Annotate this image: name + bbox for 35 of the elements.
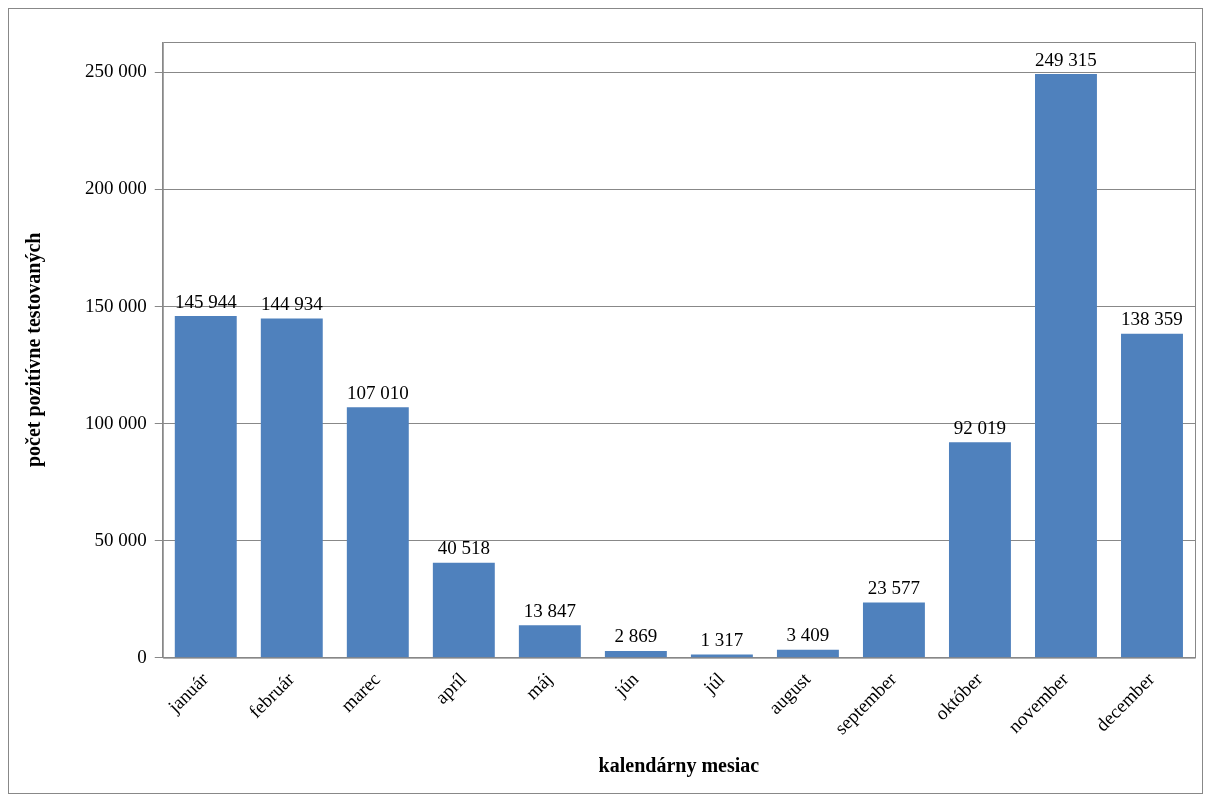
bar (346, 407, 409, 658)
bar (776, 649, 839, 658)
x-tick-label: apríl (430, 668, 471, 708)
x-tick-label: máj (521, 668, 557, 704)
data-label: 2 869 (614, 625, 658, 647)
data-label: 138 359 (1121, 308, 1183, 330)
data-label: 13 847 (523, 599, 576, 621)
x-tick-label: júl (698, 668, 729, 698)
y-tick-label: 0 (137, 645, 147, 667)
y-tick-label: 50 000 (94, 528, 147, 550)
data-label: 92 019 (953, 416, 1007, 438)
bar (1035, 74, 1097, 658)
data-label: 23 577 (867, 576, 921, 598)
data-label: 107 010 (346, 381, 409, 403)
y-tick-label: 250 000 (85, 60, 147, 82)
bar (948, 442, 1011, 658)
bar (1121, 333, 1183, 658)
data-label: 144 934 (260, 292, 324, 314)
data-label: 1 317 (700, 629, 744, 651)
y-tick-label: 100 000 (85, 411, 147, 433)
bar (518, 625, 581, 658)
x-axis-title: kalendárny mesiac (598, 754, 760, 778)
y-tick-label: 150 000 (85, 294, 147, 316)
bar (432, 562, 495, 658)
data-label: 40 518 (437, 537, 490, 559)
bar (174, 316, 237, 658)
y-tick-label: 200 000 (85, 177, 147, 199)
bar (862, 602, 925, 658)
data-label: 145 944 (174, 290, 238, 312)
y-axis-title: počet pozitívne testovaných (22, 232, 46, 468)
data-label: 3 409 (786, 624, 830, 646)
bar (604, 650, 667, 658)
x-tick-label: jún (609, 667, 643, 701)
bar (260, 318, 323, 658)
data-label: 249 315 (1035, 48, 1097, 70)
